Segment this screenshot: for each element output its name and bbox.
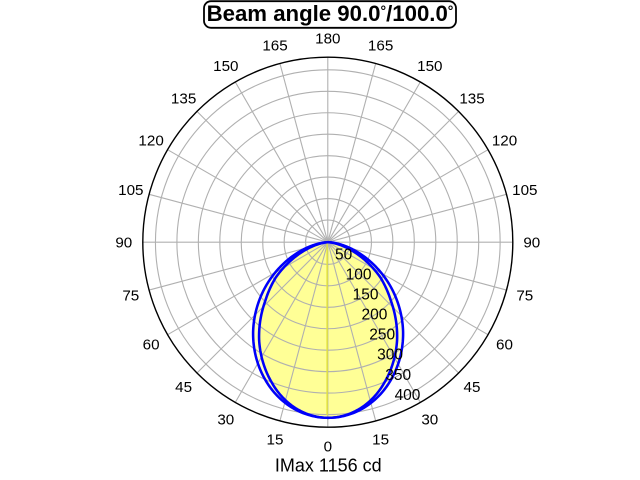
svg-text:45: 45 bbox=[175, 379, 192, 396]
svg-text:45: 45 bbox=[464, 379, 481, 396]
svg-text:150: 150 bbox=[353, 287, 379, 304]
svg-text:IMax 1156 cd: IMax 1156 cd bbox=[275, 456, 382, 476]
svg-text:120: 120 bbox=[138, 133, 163, 150]
svg-text:105: 105 bbox=[512, 182, 537, 199]
svg-text:50: 50 bbox=[335, 247, 353, 264]
svg-text:150: 150 bbox=[213, 58, 238, 75]
svg-text:135: 135 bbox=[171, 91, 196, 108]
svg-text:300: 300 bbox=[377, 346, 403, 363]
svg-text:0: 0 bbox=[324, 439, 332, 456]
svg-text:135: 135 bbox=[459, 91, 484, 108]
svg-text:165: 165 bbox=[262, 38, 287, 55]
svg-text:90: 90 bbox=[115, 235, 132, 252]
svg-text:Beam angle 90.0°/100.0°: Beam angle 90.0°/100.0° bbox=[207, 1, 454, 26]
svg-text:250: 250 bbox=[369, 327, 395, 344]
svg-text:15: 15 bbox=[267, 432, 284, 449]
svg-text:75: 75 bbox=[122, 288, 139, 305]
svg-text:350: 350 bbox=[385, 367, 411, 384]
svg-text:30: 30 bbox=[421, 411, 438, 428]
svg-text:400: 400 bbox=[395, 387, 421, 404]
svg-text:75: 75 bbox=[516, 288, 533, 305]
svg-text:30: 30 bbox=[217, 411, 234, 428]
svg-text:120: 120 bbox=[492, 133, 517, 150]
svg-text:180: 180 bbox=[315, 31, 340, 48]
svg-text:100: 100 bbox=[346, 266, 372, 283]
svg-text:90: 90 bbox=[523, 235, 540, 252]
svg-text:150: 150 bbox=[417, 58, 442, 75]
svg-text:200: 200 bbox=[361, 307, 387, 324]
svg-text:15: 15 bbox=[372, 432, 389, 449]
svg-text:60: 60 bbox=[496, 337, 513, 354]
svg-text:165: 165 bbox=[368, 38, 393, 55]
svg-text:60: 60 bbox=[143, 337, 160, 354]
svg-text:105: 105 bbox=[118, 182, 143, 199]
